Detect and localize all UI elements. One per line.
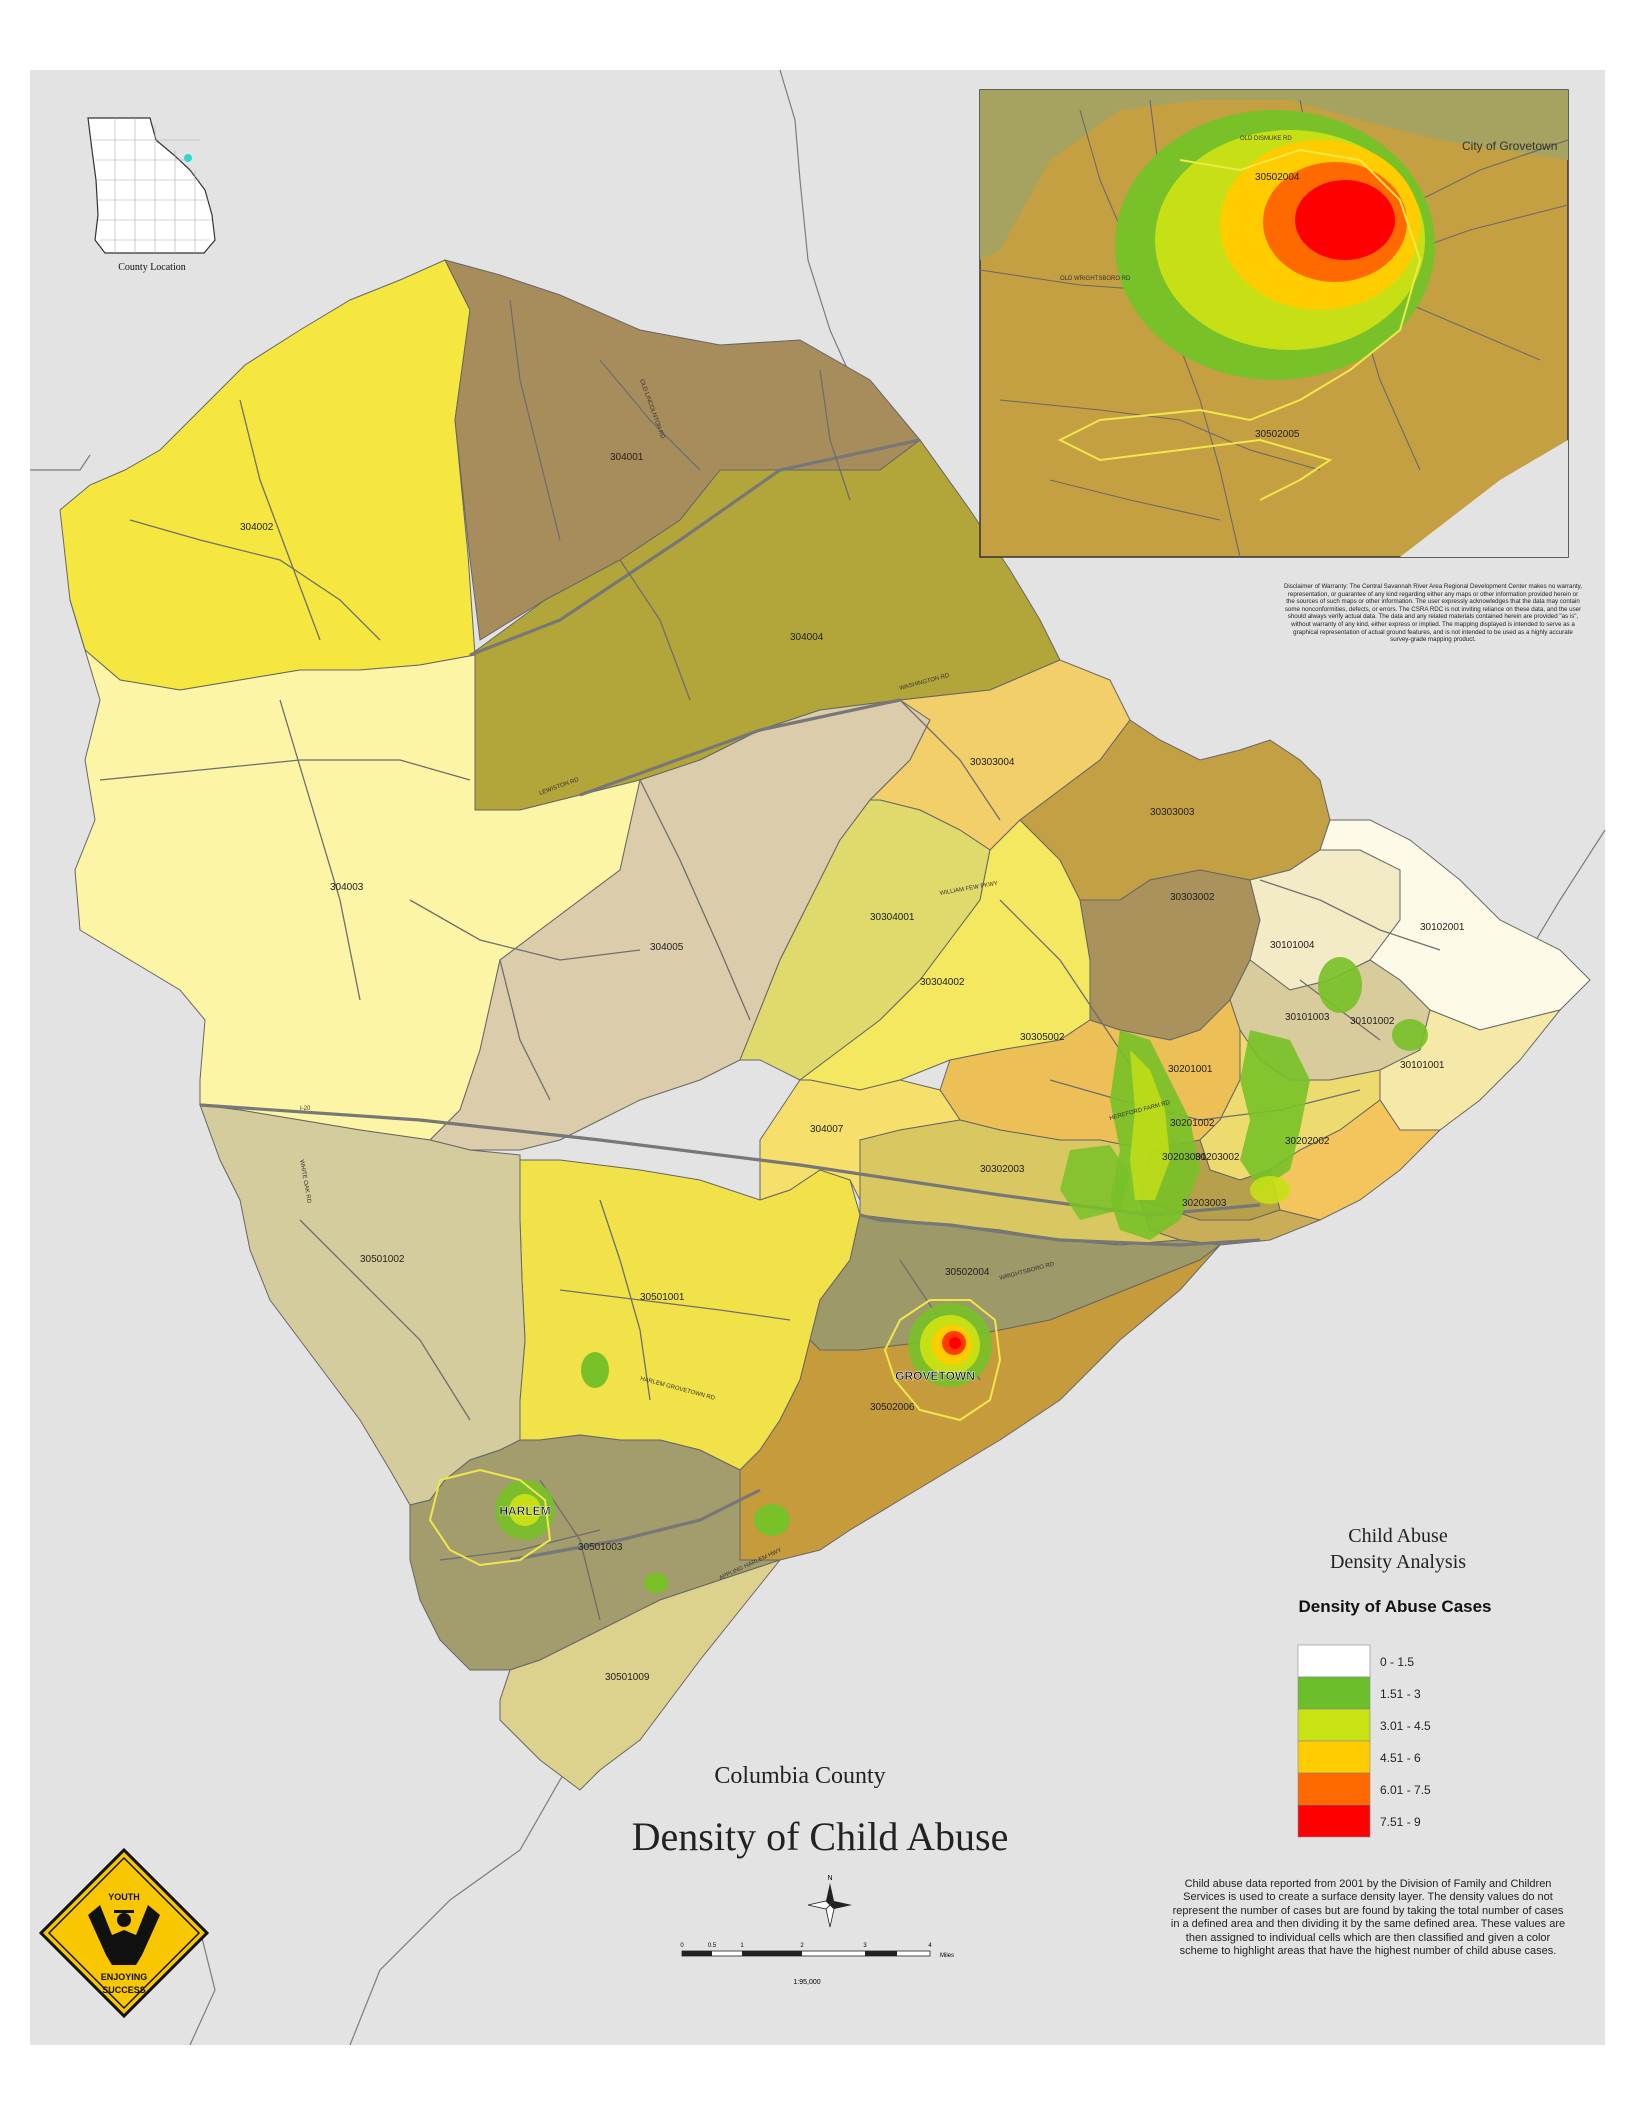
svg-text:30303003: 30303003: [1150, 807, 1195, 818]
svg-text:30201001: 30201001: [1168, 1064, 1213, 1075]
legend-heading-line2: Density Analysis: [1330, 1551, 1466, 1573]
harlem-label: HARLEM: [499, 1504, 550, 1518]
locator-label: County Location: [118, 262, 186, 273]
legend-label: 0 - 1.5: [1380, 1655, 1414, 1669]
svg-text:30302003: 30302003: [980, 1164, 1025, 1175]
legend-swatch: [1297, 1740, 1371, 1774]
logo-text-2: ENJOYING: [101, 1972, 148, 1982]
svg-text:30501002: 30501002: [360, 1254, 405, 1265]
svg-text:0: 0: [680, 1943, 684, 1949]
inset-map: 30502004 30502005 OLD WRIGHTSBORO RD OLD…: [979, 89, 1569, 558]
legend-label: 3.01 - 4.5: [1380, 1719, 1431, 1733]
svg-text:30303004: 30303004: [970, 757, 1015, 768]
svg-text:30502005: 30502005: [1255, 429, 1300, 440]
roads: [99, 299, 1441, 1621]
legend-swatch: [1297, 1772, 1371, 1806]
svg-text:30201002: 30201002: [1170, 1118, 1215, 1129]
tract-30501002: [199, 1104, 526, 1506]
svg-text:1: 1: [740, 1943, 744, 1949]
svg-text:1:95,000: 1:95,000: [793, 1979, 820, 1986]
legend-label: 7.51 - 9: [1380, 1815, 1421, 1829]
svg-text:N: N: [827, 1875, 832, 1882]
city-limits: [428, 1299, 1002, 1567]
inset-title: City of Grovetown: [1462, 139, 1557, 153]
svg-text:2: 2: [800, 1943, 804, 1949]
map-title: Density of Child Abuse: [632, 1814, 1009, 1859]
svg-text:I-20: I-20: [300, 1106, 311, 1112]
county-title: Columbia County: [714, 1763, 885, 1789]
tract-304002: [59, 259, 476, 691]
legend: Child Abuse Density Analysis Density of …: [1297, 1525, 1492, 1838]
svg-text:3: 3: [863, 1943, 867, 1949]
svg-text:30304002: 30304002: [920, 977, 965, 988]
svg-text:30101001: 30101001: [1400, 1060, 1445, 1071]
svg-text:OLD WRIGHTSBORO RD: OLD WRIGHTSBORO RD: [1060, 276, 1131, 282]
svg-text:304005: 304005: [650, 942, 684, 953]
north-arrow-icon: N: [807, 1875, 852, 1928]
svg-text:30202002: 30202002: [1285, 1136, 1330, 1147]
disclaimer: Disclaimer of Warranty: The Central Sava…: [1283, 583, 1583, 644]
logo-text-1: YOUTH: [108, 1892, 140, 1902]
legend-label: 4.51 - 6: [1380, 1751, 1421, 1765]
logo-text-3: SUCCESS: [102, 1985, 146, 1995]
density-hotspots: [495, 957, 1428, 1593]
svg-text:30502006: 30502006: [870, 1402, 915, 1413]
method-description: Child abuse data reported from 2001 by t…: [1170, 1878, 1566, 1958]
svg-text:304007: 304007: [810, 1124, 844, 1135]
tract-30501009: [499, 1558, 782, 1791]
svg-text:30305002: 30305002: [1020, 1032, 1065, 1043]
svg-text:30101004: 30101004: [1270, 940, 1315, 951]
svg-text:30203003: 30203003: [1182, 1198, 1227, 1209]
legend-subtitle: Density of Abuse Cases: [1298, 1597, 1491, 1616]
svg-text:4: 4: [928, 1943, 932, 1949]
svg-text:Miles: Miles: [940, 1953, 954, 1959]
svg-text:30501009: 30501009: [605, 1672, 650, 1683]
svg-text:30501001: 30501001: [640, 1292, 685, 1303]
legend-label: 1.51 - 3: [1380, 1687, 1421, 1701]
legend-swatch: [1297, 1708, 1371, 1742]
svg-text:0.5: 0.5: [708, 1943, 717, 1949]
svg-text:30303002: 30303002: [1170, 892, 1215, 903]
svg-text:304003: 304003: [330, 882, 364, 893]
svg-text:304002: 304002: [240, 522, 274, 533]
tract-labels: 304002 304001 304004 304003 304005 30304…: [240, 452, 1465, 1683]
legend-swatch: [1297, 1804, 1371, 1838]
svg-text:304001: 304001: [610, 452, 644, 463]
svg-text:30501003: 30501003: [578, 1542, 623, 1553]
svg-text:OLD DISMUKE RD: OLD DISMUKE RD: [1240, 136, 1292, 142]
georgia-locator: [87, 117, 216, 254]
svg-text:30502004: 30502004: [1255, 172, 1300, 183]
legend-swatch: [1297, 1644, 1371, 1678]
legend-swatch: [1297, 1676, 1371, 1710]
svg-text:30101003: 30101003: [1285, 1012, 1330, 1023]
grovetown-label: GROVETOWN: [895, 1369, 975, 1383]
svg-text:30102001: 30102001: [1420, 922, 1465, 933]
svg-text:304004: 304004: [790, 632, 824, 643]
legend-label: 6.01 - 7.5: [1380, 1783, 1431, 1797]
svg-text:30203001: 30203001: [1162, 1152, 1207, 1163]
legend-heading-line1: Child Abuse: [1348, 1525, 1448, 1547]
youth-enjoying-success-logo: [38, 1847, 210, 2019]
svg-text:30101002: 30101002: [1350, 1016, 1395, 1027]
svg-text:30203002: 30203002: [1195, 1152, 1240, 1163]
scale-bar: 0 0.5 1 2 3 4 Miles 1:95,000: [680, 1943, 954, 1986]
svg-text:30502004: 30502004: [945, 1267, 990, 1278]
svg-text:30304001: 30304001: [870, 912, 915, 923]
